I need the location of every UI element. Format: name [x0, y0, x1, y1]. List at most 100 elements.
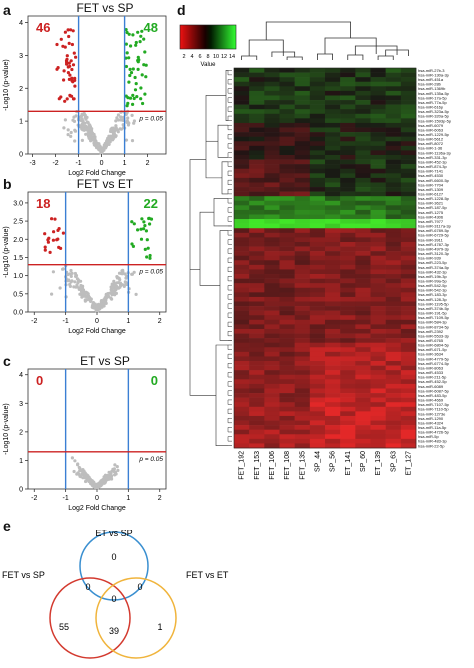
heatmap-cell [279, 187, 295, 192]
data-point [74, 55, 78, 59]
heatmap-cell [279, 95, 295, 101]
heatmap-cell [385, 145, 402, 151]
data-point [124, 138, 129, 142]
heatmap-cell [279, 406, 295, 412]
heatmap-cell [370, 443, 386, 449]
heatmap-cell [309, 118, 326, 124]
heatmap-cell [279, 333, 295, 339]
heatmap-cell [340, 429, 356, 435]
heatmap-cell [234, 379, 250, 385]
heatmap-cell [294, 205, 311, 211]
heatmap-cell [249, 315, 265, 321]
heatmap-cell [309, 81, 326, 87]
heatmap-cell [249, 200, 265, 206]
heatmap-cell [264, 338, 280, 343]
heatmap-cell [249, 411, 265, 417]
heatmap-cell [309, 296, 326, 302]
heatmap-cell [234, 228, 250, 234]
venn-count-all-three: 0 [111, 594, 116, 604]
data-point [130, 113, 134, 117]
heatmap-cell [355, 365, 371, 371]
heatmap-cell [370, 90, 386, 96]
heatmap-cell [400, 338, 417, 343]
heatmap-cell [370, 365, 386, 371]
heatmap-cell [370, 420, 386, 426]
heatmap-cell [249, 141, 265, 147]
heatmap-cell [249, 269, 265, 275]
heatmap-cell [340, 164, 356, 170]
heatmap-cell [385, 196, 402, 202]
heatmap-cell [340, 132, 356, 137]
data-point [72, 97, 76, 101]
dendrogram-root [265, 21, 351, 40]
heatmap-cell [385, 283, 402, 289]
heatmap-cell [264, 127, 280, 133]
data-point [118, 285, 122, 289]
heatmap-cell [249, 443, 265, 449]
heatmap-cell [385, 251, 402, 257]
mirna-label: hsa-miR-1593p-5p [418, 118, 452, 123]
heatmap-cell [309, 342, 326, 348]
heatmap-cell [355, 324, 371, 330]
up-count: 48 [144, 20, 158, 35]
mirna-label: hsa-miR-128-3p [418, 297, 447, 302]
heatmap-cell [355, 205, 371, 211]
data-point [142, 227, 146, 231]
heatmap-cell [234, 370, 250, 376]
row-dendrogram-leaf [227, 239, 232, 245]
heatmap-cell [294, 173, 311, 179]
heatmap-cell [370, 278, 386, 284]
heatmap-cell [355, 393, 371, 398]
heatmap-cell [279, 177, 295, 183]
data-point [72, 119, 77, 123]
heatmap-cell [400, 177, 417, 183]
heatmap-cell [400, 90, 417, 96]
heatmap-cell [385, 219, 402, 224]
heatmap-cell [355, 154, 371, 160]
data-point [124, 282, 128, 286]
data-point [87, 129, 92, 134]
heatmap-cell [385, 438, 402, 444]
heatmap-cell [355, 90, 371, 96]
heatmap-cell [340, 209, 356, 215]
heatmap-cell [264, 177, 280, 183]
heatmap-cell [249, 219, 265, 224]
heatmap-cell [249, 154, 265, 160]
row-dendrogram-leaf [227, 408, 232, 414]
heatmap-cell [279, 342, 295, 348]
heatmap-cell [234, 164, 250, 170]
heatmap-cell [340, 306, 356, 311]
heatmap-cell [234, 113, 250, 119]
panel-letter-b: b [3, 176, 12, 192]
heatmap-cell [264, 283, 280, 289]
heatmap-cell [325, 136, 341, 142]
heatmap-cell [385, 237, 402, 243]
mirna-label: hsa-miR-3621 [418, 201, 444, 206]
heatmap-cell [325, 164, 341, 170]
x-tick-label: 2 [158, 495, 162, 502]
data-point [115, 116, 119, 120]
data-point [118, 281, 123, 285]
data-point [115, 275, 119, 279]
heatmap-cell [234, 173, 250, 179]
heatmap-cell [264, 241, 280, 247]
heatmap-cell [370, 393, 386, 398]
heatmap-cell [400, 374, 417, 380]
heatmap-cell [294, 306, 311, 311]
heatmap-cell [309, 301, 326, 307]
heatmap-cell [385, 232, 402, 238]
row-dendrogram-branch [205, 95, 226, 179]
heatmap-cell [385, 319, 402, 325]
heatmap-cell [325, 260, 341, 266]
heatmap-cell [264, 328, 280, 334]
dendrogram-branch [248, 39, 284, 56]
heatmap-cell [279, 136, 295, 142]
heatmap-cell [325, 429, 341, 435]
heatmap-cell [340, 296, 356, 302]
mirna-label: hsa-miR-616p [418, 105, 444, 110]
heatmap-cell [340, 287, 356, 293]
heatmap-cell [400, 292, 417, 298]
heatmap-cell [279, 127, 295, 133]
data-point [61, 231, 65, 235]
data-point [144, 63, 148, 67]
